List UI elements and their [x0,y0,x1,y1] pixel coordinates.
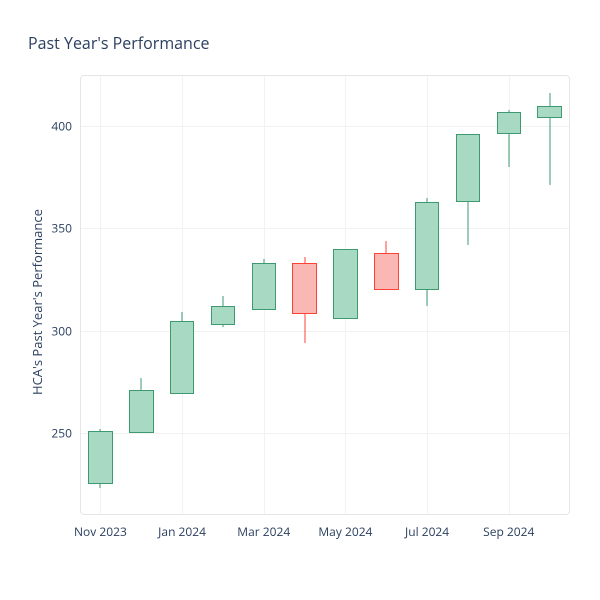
y-tick-label: 300 [51,322,80,339]
x-tick-label: Sep 2024 [483,515,534,540]
x-tick-label: May 2024 [318,515,372,540]
candle-up [170,75,195,515]
y-axis-label: HCA's Past Year's Performance [28,209,46,395]
candle-body [211,306,236,324]
candle-body [129,390,154,433]
x-tick-label: Nov 2023 [74,515,127,540]
candle-up [497,75,522,515]
candle-up [456,75,481,515]
x-tick-label: Mar 2024 [237,515,290,540]
plot-area: 250300350400Nov 2023Jan 2024Mar 2024May … [80,75,570,515]
candle-down [374,75,399,515]
candle-body [170,321,195,395]
candle-body [88,431,113,484]
candle-up [129,75,154,515]
candle-body [497,112,522,135]
candlestick-chart: Past Year's Performance HCA's Past Year'… [0,0,600,600]
candle-down [292,75,317,515]
x-tick-label: Jul 2024 [405,515,449,540]
candle-up [252,75,277,515]
candle-up [333,75,358,515]
candle-up [537,75,562,515]
candle-body [374,253,399,290]
x-tick-label: Jan 2024 [158,515,206,540]
chart-title: Past Year's Performance [28,32,210,54]
y-tick-label: 350 [51,220,80,237]
candle-up [415,75,440,515]
candle-body [252,263,277,310]
y-tick-label: 250 [51,425,80,442]
candle-up [211,75,236,515]
candle-body [292,263,317,314]
candle-body [415,202,440,290]
candle-body [333,249,358,319]
candle-body [456,134,481,202]
candle-body [537,106,562,118]
candle-up [88,75,113,515]
y-tick-label: 400 [51,118,80,135]
